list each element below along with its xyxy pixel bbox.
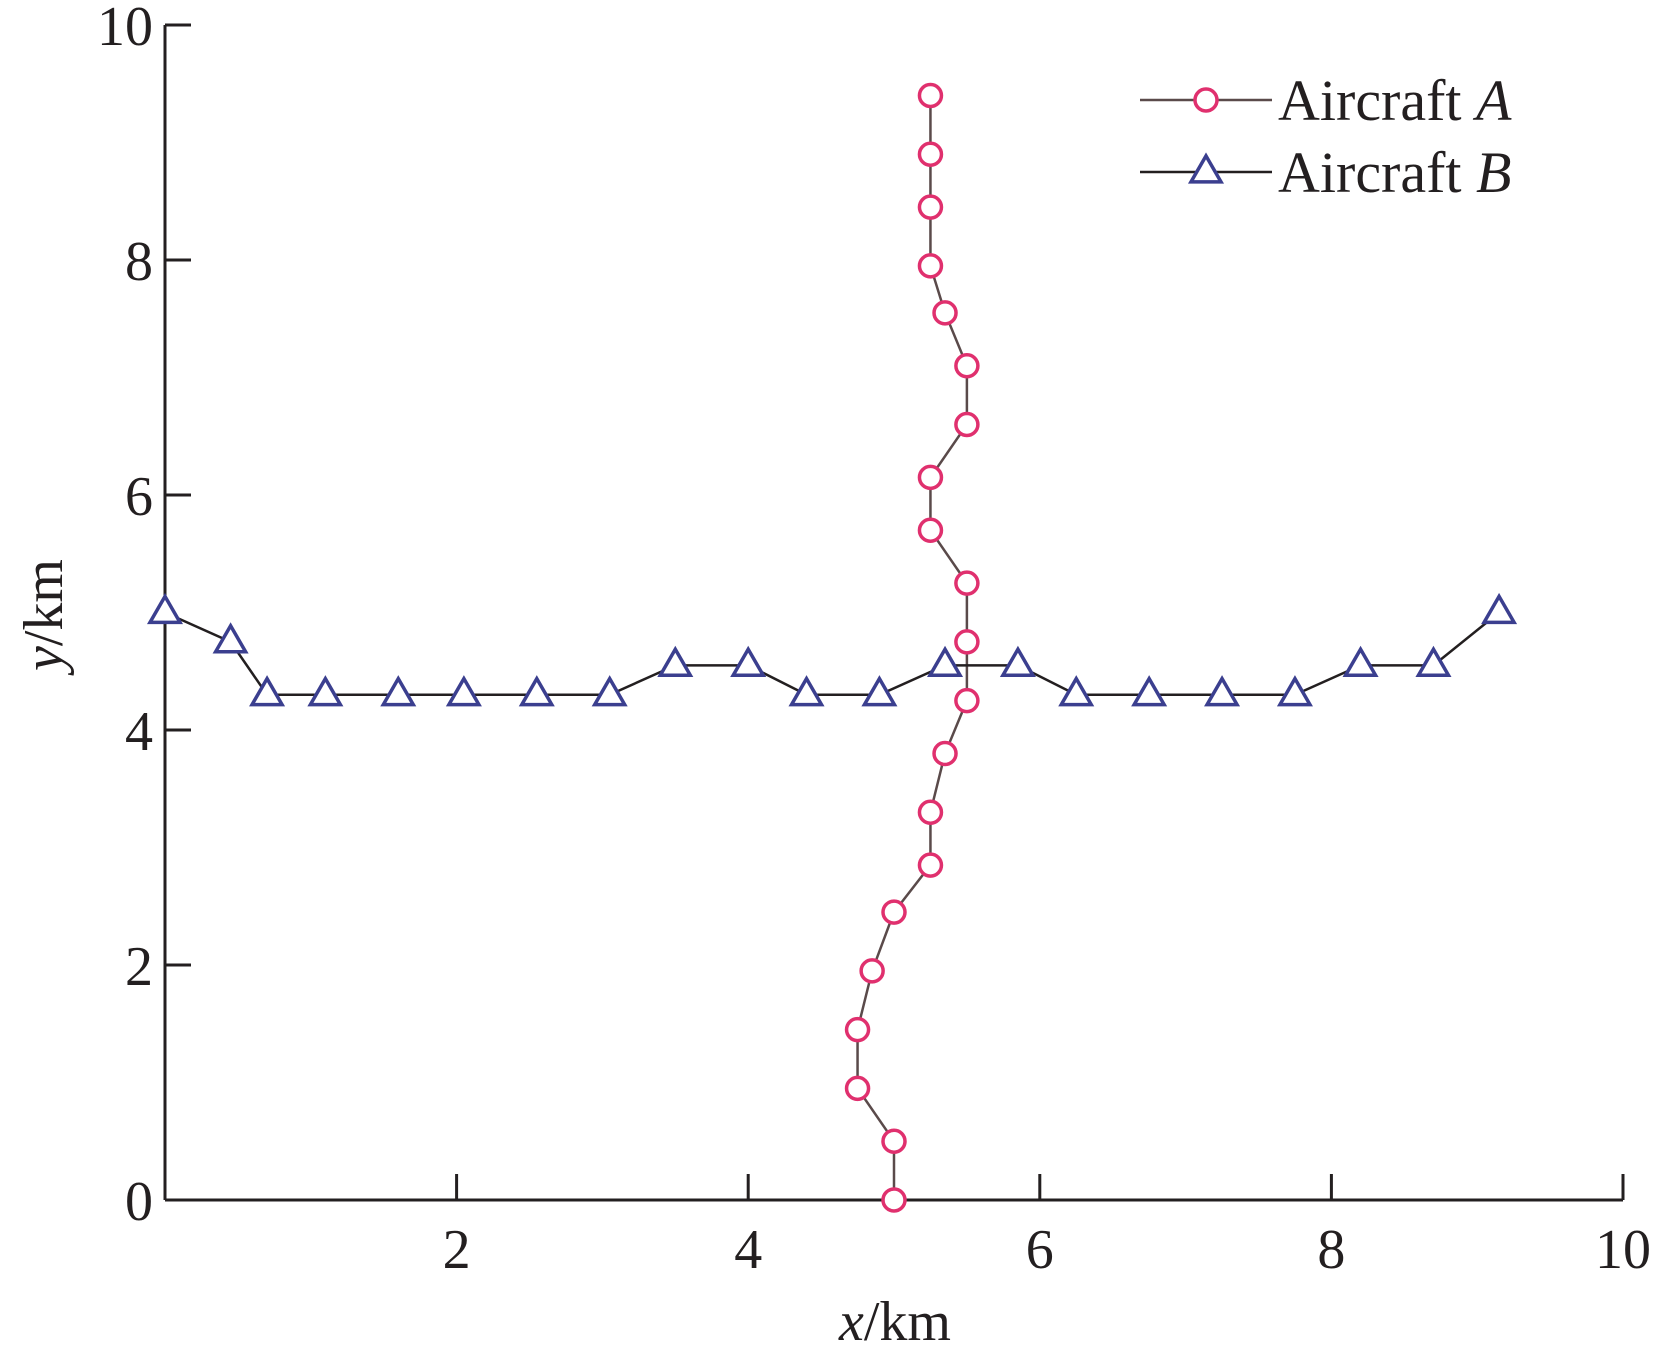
y-tick-label: 2 [125, 936, 153, 998]
series-aircraft-a [844, 82, 980, 1213]
data-point [917, 194, 944, 220]
data-point [917, 799, 944, 825]
legend-label-suffix: B [1476, 140, 1511, 205]
x-tick-label: 8 [1317, 1219, 1345, 1281]
data-point [1058, 675, 1095, 707]
x-axis-title: x/km [838, 1291, 951, 1347]
legend-label: Aircraft A [1278, 68, 1512, 133]
data-point [730, 645, 767, 678]
legend-item: Aircraft B [1140, 140, 1511, 205]
y-tick-label: 0 [125, 1171, 153, 1233]
data-point [954, 687, 980, 714]
x-tick-label: 2 [443, 1219, 471, 1281]
x-axis-unit: /km [864, 1291, 951, 1347]
data-point [657, 645, 694, 678]
data-point [861, 675, 898, 707]
data-point [954, 411, 980, 438]
data-point [954, 629, 980, 655]
data-point [881, 1128, 907, 1154]
data-point [954, 353, 980, 379]
legend-label-prefix: Aircraft [1278, 140, 1476, 205]
data-point [917, 852, 944, 878]
data-point [380, 675, 417, 707]
data-point [1481, 592, 1518, 625]
x-tick-label: 10 [1595, 1219, 1651, 1281]
x-tick-label: 6 [1026, 1219, 1054, 1281]
data-point [518, 675, 555, 707]
data-point [844, 1075, 871, 1102]
data-point [932, 740, 958, 767]
axes: 2 4 6 8 10 0 2 4 6 8 10 [97, 0, 1651, 1281]
x-axis-variable: x [838, 1291, 864, 1347]
data-point [932, 300, 958, 326]
data-point [917, 253, 944, 279]
data-point [1204, 675, 1241, 707]
data-point [917, 141, 944, 167]
y-tick-label: 6 [125, 466, 153, 528]
data-point [859, 958, 885, 984]
data-point [1131, 675, 1168, 707]
legend-item: Aircraft A [1140, 68, 1512, 133]
y-tick-label: 8 [125, 231, 153, 293]
legend-marker [1187, 152, 1225, 184]
legend-marker [1193, 87, 1219, 113]
x-tick-label: 4 [734, 1219, 762, 1281]
data-point [249, 675, 286, 707]
y-tick-label: 10 [97, 0, 153, 58]
data-point [881, 899, 907, 925]
data-point [788, 675, 825, 707]
data-point [1415, 645, 1452, 678]
y-axis-unit: /km [13, 559, 75, 646]
data-point [307, 675, 344, 707]
y-tick-label: 4 [125, 701, 153, 763]
data-point [917, 517, 944, 543]
legend-label: Aircraft B [1278, 140, 1511, 205]
data-point [445, 675, 482, 707]
data-point [844, 1016, 871, 1043]
data-point [954, 570, 980, 596]
data-point [999, 645, 1036, 678]
series-layer [146, 82, 1518, 1213]
data-point [917, 464, 944, 491]
data-point [881, 1187, 907, 1213]
series-line [856, 95, 969, 1200]
data-point [146, 592, 184, 625]
data-point [591, 675, 628, 707]
y-axis-title: y/km [13, 559, 75, 676]
legend-label-suffix: A [1472, 68, 1512, 133]
data-point [212, 622, 249, 654]
data-point [1276, 675, 1313, 707]
data-point [927, 645, 964, 678]
y-axis-variable: y [13, 646, 75, 676]
legend-label-prefix: Aircraft [1278, 68, 1476, 133]
series-aircraft-b [146, 592, 1518, 707]
data-point [1342, 645, 1379, 678]
data-point [917, 82, 944, 109]
